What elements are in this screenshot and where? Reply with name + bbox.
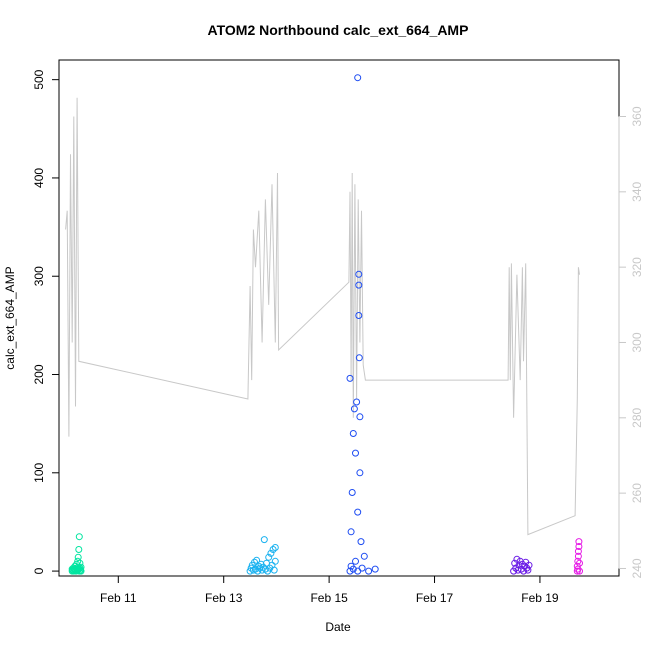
data-point <box>576 559 583 567</box>
y-axis: 0 100 200 300 400 500 <box>32 69 60 574</box>
y-tick-label: 100 <box>32 462 46 482</box>
data-point <box>371 565 379 573</box>
data-point <box>357 538 365 546</box>
x-tick-label: Feb 19 <box>521 591 559 605</box>
data-point <box>260 536 268 544</box>
y2-tick-label: 260 <box>630 483 644 503</box>
y-tick-label: 400 <box>32 168 46 188</box>
data-point <box>350 405 358 413</box>
data-point <box>355 281 363 289</box>
data-point <box>358 564 366 572</box>
y2-axis: 240 260 280 300 320 340 360 <box>618 106 644 578</box>
data-point <box>524 566 532 574</box>
series-line <box>65 97 580 536</box>
x-axis-label: Date <box>325 620 351 634</box>
data-point <box>352 557 359 565</box>
y2-tick-label: 240 <box>630 558 644 578</box>
y-tick-label: 500 <box>32 69 46 89</box>
data-point <box>356 469 364 477</box>
data-point <box>77 567 85 575</box>
y-tick-label: 200 <box>32 364 46 384</box>
data-point <box>346 374 354 382</box>
data-point <box>349 430 357 437</box>
data-point <box>77 563 85 571</box>
x-tick-label: Feb 13 <box>205 591 243 605</box>
data-point <box>574 547 582 555</box>
data-point <box>253 556 261 564</box>
data-point <box>365 567 373 575</box>
x-tick-label: Feb 11 <box>100 591 137 605</box>
y-tick-label: 300 <box>32 266 46 286</box>
data-point <box>271 544 279 551</box>
series-points <box>68 74 583 575</box>
data-point <box>271 557 279 565</box>
data-point <box>347 528 355 536</box>
x-tick-label: Feb 15 <box>310 591 348 605</box>
data-point <box>267 549 275 557</box>
data-point <box>575 538 583 546</box>
data-point <box>352 449 359 457</box>
data-point <box>265 553 273 561</box>
data-point <box>575 543 583 550</box>
data-point <box>269 546 277 553</box>
data-point <box>76 559 84 567</box>
y2-tick-label: 280 <box>630 407 644 427</box>
data-point <box>75 533 83 541</box>
plot-frame <box>58 59 620 577</box>
data-point <box>270 566 278 574</box>
data-point <box>74 553 82 561</box>
data-point <box>355 270 363 278</box>
data-point <box>355 354 363 362</box>
y2-tick-label: 300 <box>630 332 644 352</box>
data-point <box>525 561 533 569</box>
x-axis: Feb 11 Feb 13 Feb 15 Feb 17 Feb 19 <box>100 575 559 605</box>
data-point <box>354 74 362 82</box>
x-tick-label: Feb 17 <box>416 591 454 605</box>
data-point <box>349 565 357 573</box>
y2-tick-label: 320 <box>630 257 644 277</box>
data-point <box>251 558 258 566</box>
data-point <box>574 557 582 565</box>
data-point <box>360 552 368 560</box>
data-point <box>356 413 364 421</box>
data-point <box>354 508 362 516</box>
data-point <box>75 546 83 553</box>
y2-tick-label: 360 <box>630 106 644 126</box>
data-point <box>574 552 582 560</box>
chart-title: ATOM2 Northbound calc_ext_664_AMP <box>208 22 469 38</box>
data-point <box>576 567 583 575</box>
y-tick-label: 0 <box>32 567 46 574</box>
data-point <box>353 398 361 406</box>
data-point <box>355 312 363 319</box>
y-axis-label: calc_ext_664_AMP <box>3 266 17 369</box>
data-point <box>348 489 356 496</box>
y2-tick-label: 340 <box>630 181 644 201</box>
temperature-line <box>65 97 580 536</box>
